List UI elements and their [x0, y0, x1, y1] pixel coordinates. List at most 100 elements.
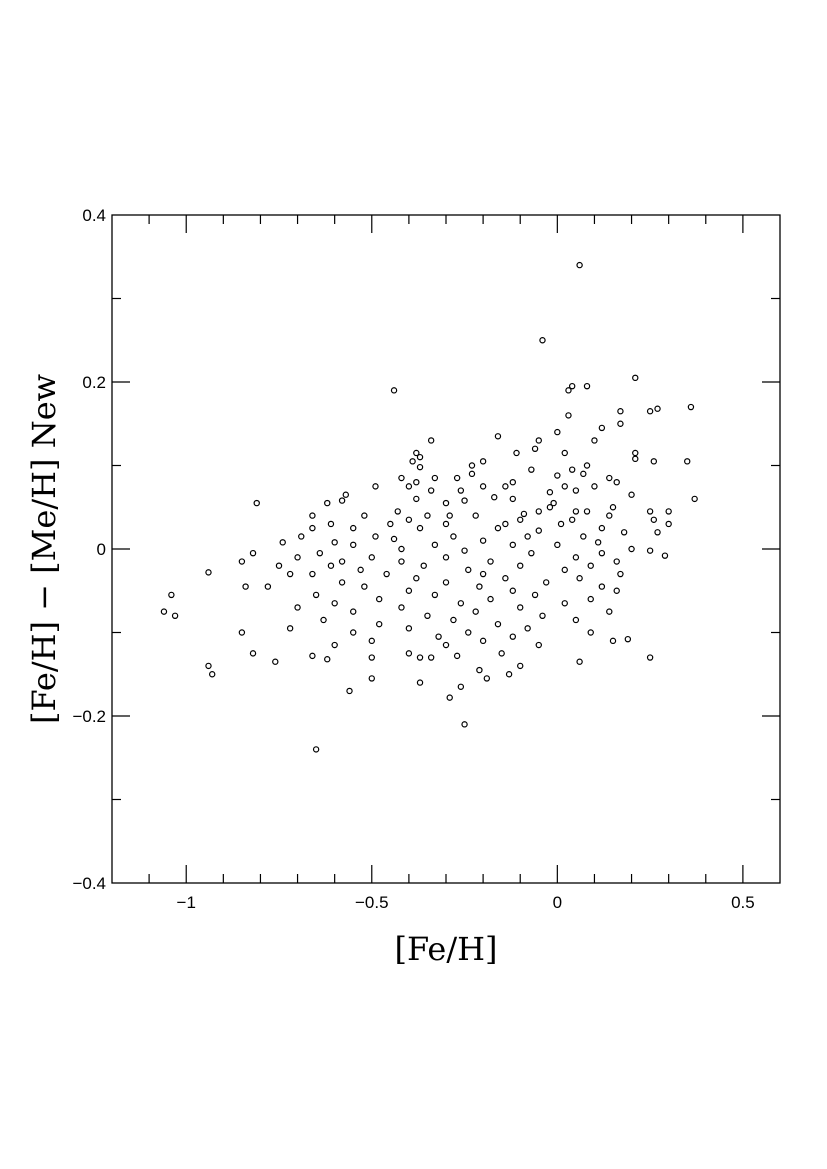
data-point: [661, 552, 669, 559]
data-point: [465, 629, 472, 636]
data-point: [646, 408, 654, 415]
data-point: [576, 575, 583, 582]
data-point: [309, 652, 316, 660]
data-point: [550, 499, 557, 507]
data-point: [517, 604, 524, 611]
data-point: [327, 562, 335, 569]
data-point: [413, 495, 420, 503]
data-point: [494, 524, 502, 532]
data-point: [461, 721, 468, 728]
data-point: [587, 595, 594, 603]
data-point: [316, 549, 324, 557]
data-point: [632, 455, 639, 463]
data-point: [446, 694, 453, 701]
data-point: [390, 535, 398, 543]
data-point: [361, 583, 368, 590]
data-point: [442, 554, 450, 561]
data-point: [583, 462, 591, 469]
data-point: [617, 420, 624, 427]
data-point: [372, 483, 379, 490]
y-axis-ticks: [112, 297, 780, 801]
data-point: [442, 499, 450, 507]
data-points: [160, 261, 698, 753]
data-point: [606, 608, 613, 615]
data-point: [312, 591, 320, 599]
data-point: [535, 641, 542, 649]
data-point: [598, 583, 606, 590]
data-point: [338, 497, 346, 504]
data-point: [442, 641, 450, 649]
data-point: [383, 570, 390, 578]
data-point: [557, 520, 565, 528]
y-axis-tick-labels: −0.4 −0.2 0 0.2 0.4: [72, 206, 106, 893]
data-point: [368, 675, 375, 682]
data-point: [561, 600, 568, 607]
data-point: [543, 579, 550, 586]
data-point: [294, 554, 301, 561]
data-point: [427, 654, 435, 661]
data-point: [580, 470, 587, 478]
x-axis-tick-labels: −1 −0.5 0 0.5: [177, 893, 755, 912]
data-point: [513, 449, 520, 457]
data-point: [413, 479, 420, 486]
data-point: [535, 437, 542, 444]
data-point: [249, 549, 257, 557]
data-point: [286, 570, 294, 578]
data-point: [580, 533, 587, 540]
plot-frame: [111, 214, 781, 884]
x-axis-label: [Fe/H]: [394, 930, 497, 968]
data-point: [554, 428, 561, 436]
data-point: [361, 512, 368, 519]
data-point: [398, 545, 405, 553]
y-tick-label: 0.4: [82, 206, 106, 225]
data-point: [594, 539, 602, 546]
data-point: [684, 458, 691, 465]
data-point: [535, 508, 542, 515]
data-point: [646, 547, 654, 554]
data-point: [457, 487, 465, 494]
data-point: [535, 527, 542, 534]
data-point: [405, 650, 413, 657]
data-point: [420, 562, 427, 569]
data-point: [524, 625, 531, 632]
data-point: [646, 654, 654, 661]
data-point: [587, 562, 594, 569]
data-point: [450, 616, 457, 624]
data-point: [483, 675, 491, 682]
data-point: [498, 650, 505, 657]
data-point: [528, 466, 535, 473]
data-point: [572, 487, 580, 494]
data-point: [546, 489, 554, 496]
data-point: [517, 562, 524, 569]
data-point: [372, 533, 379, 540]
data-point: [376, 595, 383, 603]
data-point: [617, 408, 624, 415]
data-point: [168, 591, 175, 599]
data-point: [171, 612, 179, 620]
data-point: [331, 539, 338, 546]
data-point: [416, 453, 424, 461]
data-point: [350, 541, 357, 549]
data-point: [479, 637, 487, 645]
data-point: [606, 512, 613, 519]
data-point: [487, 558, 494, 565]
data-point: [554, 541, 561, 549]
data-point: [491, 494, 498, 501]
data-point: [505, 671, 513, 678]
data-point: [613, 479, 620, 486]
data-point: [205, 569, 212, 576]
data-point: [453, 652, 461, 660]
data-point: [687, 403, 695, 411]
data-point: [368, 554, 375, 561]
data-point: [609, 637, 617, 645]
data-point: [446, 512, 453, 519]
data-point: [405, 625, 413, 632]
x-tick-label: 0: [553, 893, 562, 912]
data-point: [572, 616, 580, 624]
data-point: [468, 470, 476, 478]
data-point: [591, 437, 598, 444]
y-tick-label: −0.4: [72, 874, 106, 893]
data-point: [561, 566, 568, 574]
data-point: [416, 524, 424, 532]
plot-border: [111, 214, 781, 884]
